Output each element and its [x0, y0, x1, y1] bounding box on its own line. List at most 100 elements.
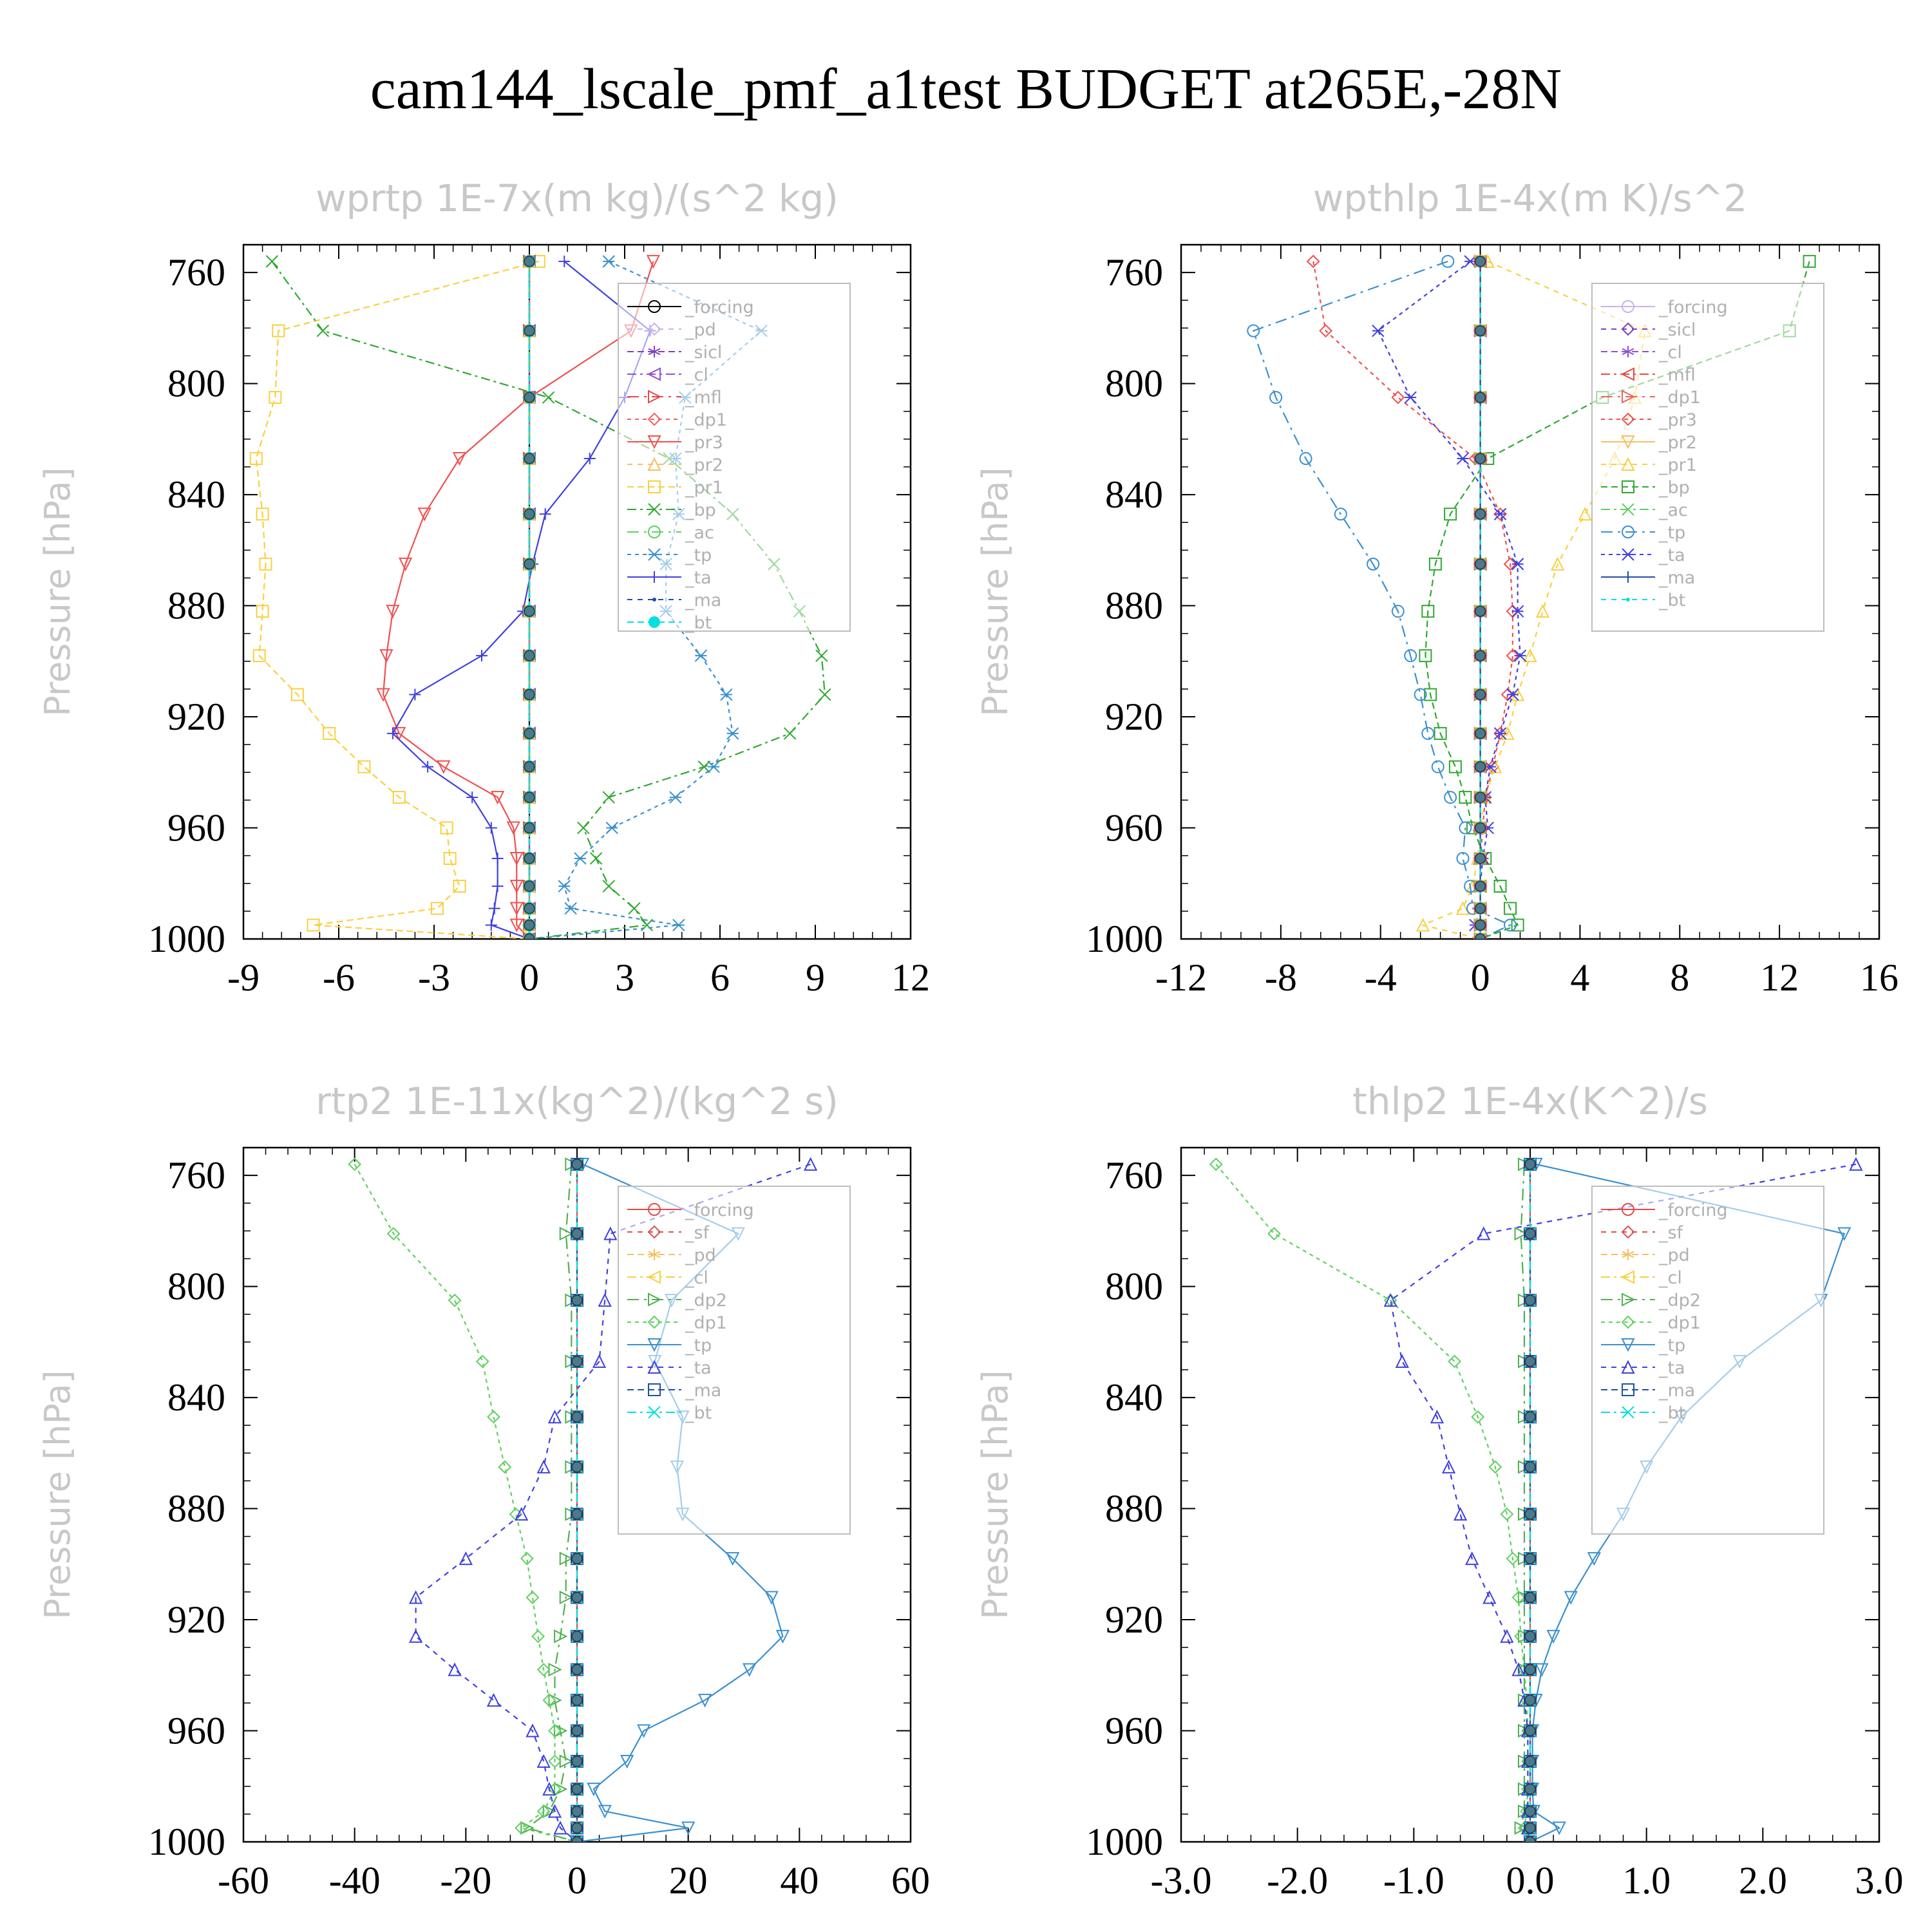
- x-tick-label: 0: [520, 956, 539, 999]
- series-point: [348, 1157, 362, 1171]
- bt-point: [1474, 325, 1486, 337]
- series-point: [1511, 558, 1524, 571]
- series-point: [409, 1629, 423, 1643]
- legend-label: _tp: [685, 1336, 712, 1356]
- panel-title: wprtp 1E-7x(m kg)/(s^2 kg): [316, 176, 838, 220]
- legend-marker: [1622, 346, 1634, 357]
- series-point: [357, 760, 371, 773]
- y-tick-label: 880: [1105, 1488, 1163, 1530]
- series-point: [1535, 603, 1549, 618]
- y-tick-label: 920: [1105, 696, 1163, 738]
- series-point: [1587, 1552, 1601, 1566]
- series-point: [1504, 918, 1517, 932]
- series-line-pr1: [255, 260, 540, 939]
- series-point: [1546, 1629, 1560, 1644]
- series-point: [605, 821, 618, 835]
- bt-point: [571, 1663, 583, 1676]
- bt-point: [571, 1756, 583, 1767]
- legend-label: _mfl: [685, 388, 722, 408]
- legend-label: _forcing: [1658, 1200, 1728, 1220]
- series-point: [536, 1663, 551, 1677]
- panel-1: wprtp 1E-7x(m kg)/(s^2 kg) Pressure [hPa]…: [37, 176, 930, 999]
- bt-point: [571, 1227, 583, 1240]
- series-point: [1493, 727, 1507, 740]
- series-point: [491, 791, 505, 805]
- bt-point: [571, 1553, 583, 1564]
- legend-marker: [648, 1406, 661, 1419]
- bt-point: [1474, 688, 1486, 701]
- series-point: [1247, 324, 1260, 337]
- legend-label: _dp2: [685, 1291, 727, 1311]
- bt-point: [1524, 1756, 1536, 1767]
- bt-point: [1524, 1553, 1536, 1564]
- series-point: [547, 1804, 562, 1818]
- series-point: [515, 1506, 529, 1521]
- series-point: [589, 852, 603, 865]
- legend-marker: [647, 322, 661, 336]
- series-point: [558, 255, 571, 267]
- panel-title: rtp2 1E-11x(kg^2)/(kg^2 s): [316, 1079, 838, 1123]
- x-tick-label: 9: [806, 956, 825, 999]
- x-tick-label: -12: [1155, 956, 1207, 999]
- series-line-pr3: [1312, 261, 1513, 939]
- legend-label: _cl: [685, 365, 708, 385]
- series-point: [602, 880, 616, 893]
- series-point: [1493, 726, 1507, 741]
- panels: wprtp 1E-7x(m kg)/(s^2 kg) Pressure [hPa]…: [37, 176, 1904, 1902]
- x-tick-label: -4: [1365, 956, 1397, 999]
- series-point: [743, 1663, 757, 1677]
- x-tick-label: 16: [1860, 956, 1899, 999]
- legend-marker: [647, 1359, 661, 1374]
- y-axis-label: Pressure [hPa]: [37, 1370, 78, 1619]
- x-tick-label: 0: [1471, 956, 1490, 999]
- series-point: [1459, 791, 1472, 804]
- legend-label: _cl: [685, 1268, 708, 1288]
- series-point: [1267, 1227, 1281, 1241]
- series-point: [1504, 902, 1517, 915]
- x-tick-label: 0.0: [1506, 1859, 1555, 1902]
- bt-point: [524, 688, 535, 701]
- x-tick-label: -40: [329, 1859, 381, 1902]
- series-point: [815, 649, 828, 662]
- legend-label: _dp1: [1658, 1313, 1701, 1333]
- bt-point: [1524, 1356, 1536, 1367]
- legend-marker: [648, 1203, 661, 1216]
- series-point: [1455, 901, 1470, 915]
- bt-point: [1524, 1227, 1536, 1240]
- x-tick-label: -8: [1265, 956, 1297, 999]
- series-point: [520, 1551, 534, 1566]
- series-point: [1578, 507, 1592, 521]
- series-point: [1209, 1157, 1223, 1171]
- bt-point: [524, 256, 535, 267]
- series-point: [265, 255, 279, 268]
- series-point: [536, 1804, 551, 1818]
- legend-marker: [647, 435, 661, 450]
- series-point: [386, 605, 400, 619]
- x-tick-label: 60: [891, 1859, 930, 1902]
- x-tick-label: 4: [1570, 956, 1589, 999]
- series-point: [409, 688, 421, 701]
- y-tick-label: 960: [167, 1710, 225, 1752]
- bt-point: [524, 650, 535, 661]
- series-point: [316, 324, 330, 337]
- series-point: [386, 1227, 401, 1241]
- bt-point: [571, 1411, 583, 1423]
- series-point: [542, 391, 555, 404]
- series-line-ta: [1377, 260, 1521, 939]
- legend-box: [618, 1186, 851, 1535]
- legend-box: [1591, 283, 1824, 632]
- bt-point: [1474, 933, 1486, 939]
- series-point: [1511, 1662, 1526, 1676]
- series-point: [598, 1804, 612, 1819]
- series-point: [249, 452, 263, 466]
- series-point: [269, 391, 282, 404]
- y-tick-label: 760: [1105, 251, 1163, 294]
- series-point: [602, 255, 616, 268]
- series-point: [720, 688, 733, 701]
- x-tick-label: -1.0: [1383, 1859, 1444, 1902]
- series-point: [694, 649, 708, 662]
- series-line-dp1: [354, 1164, 578, 1842]
- legend-label: _sf: [685, 1223, 710, 1243]
- legend-label: _forcing: [1658, 298, 1728, 317]
